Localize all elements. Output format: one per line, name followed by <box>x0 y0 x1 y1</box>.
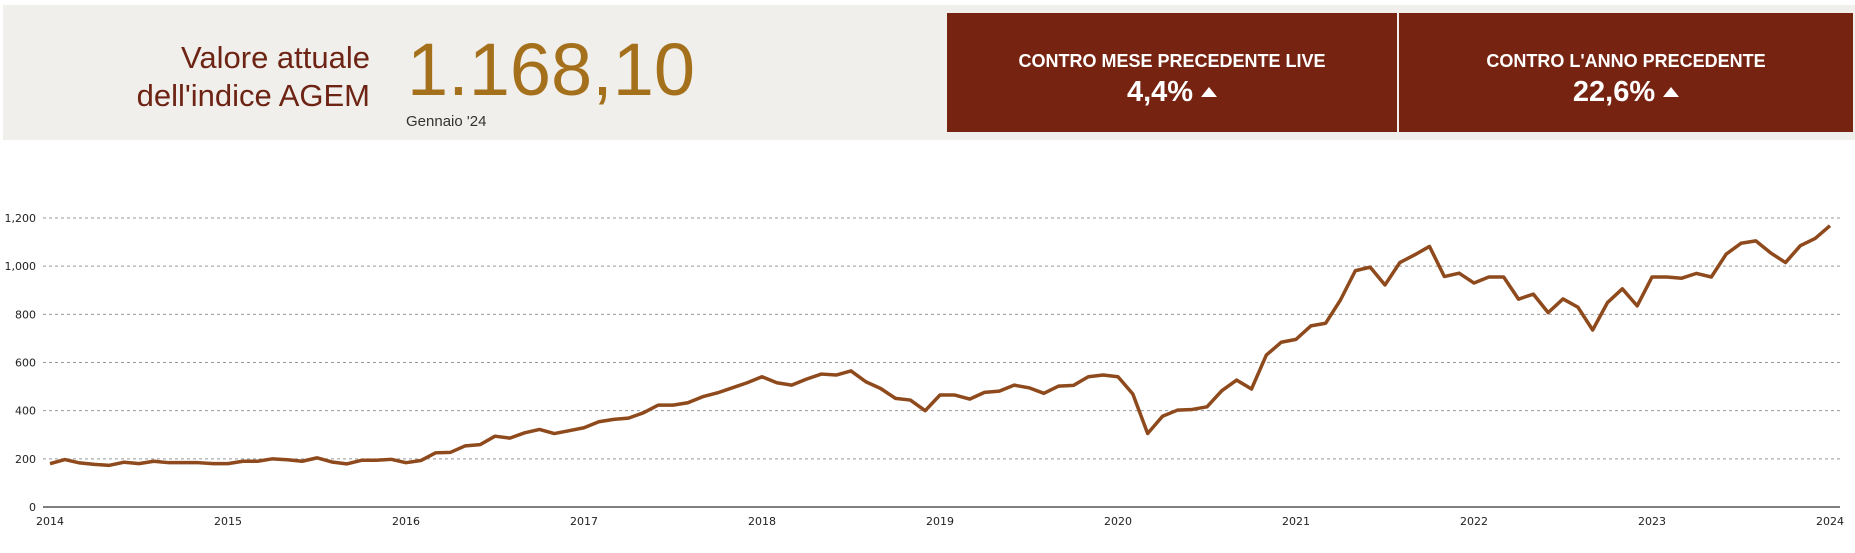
title-line-2: dell'indice AGEM <box>136 78 370 113</box>
x-tick-label: 2015 <box>214 515 242 528</box>
x-tick-label: 2021 <box>1282 515 1310 528</box>
x-tick-label: 2014 <box>36 515 64 528</box>
x-tick-label: 2017 <box>570 515 598 528</box>
period-label: Gennaio '24 <box>406 113 487 130</box>
x-tick-label: 2016 <box>392 515 420 528</box>
kpi-month-label: CONTRO MESE PRECEDENTE LIVE <box>1018 51 1326 71</box>
kpi-year: CONTRO L'ANNO PRECEDENTE 22,6% <box>1399 13 1853 132</box>
y-tick-label: 1,200 <box>5 212 37 225</box>
index-title: Valore attuale dell'indice AGEM <box>137 39 370 115</box>
x-tick-label: 2024 <box>1816 515 1844 528</box>
x-tick-label: 2020 <box>1104 515 1132 528</box>
x-tick-label: 2023 <box>1638 515 1666 528</box>
x-tick-label: 2018 <box>748 515 776 528</box>
kpi-month: CONTRO MESE PRECEDENTE LIVE 4,4% <box>947 13 1397 132</box>
x-tick-label: 2019 <box>926 515 954 528</box>
kpi-month-value-wrap: 4,4% <box>947 76 1397 109</box>
triangle-up-icon <box>1663 87 1680 97</box>
y-tick-label: 600 <box>15 357 36 370</box>
current-value: 1.168,10 <box>407 28 696 111</box>
y-tick-label: 400 <box>15 405 36 418</box>
series-line-agem <box>49 224 1832 468</box>
kpi-month-value: 4,4% <box>1126 76 1194 108</box>
kpi-year-value-wrap: 22,6% <box>1399 76 1853 109</box>
x-tick-label: 2022 <box>1460 515 1488 528</box>
y-tick-label: 200 <box>15 453 36 466</box>
title-line-1: Valore attuale <box>181 40 370 75</box>
kpi-year-value: 22,6% <box>1572 76 1656 108</box>
y-tick-label: 1,000 <box>5 260 37 273</box>
kpi-year-label: CONTRO L'ANNO PRECEDENTE <box>1486 51 1766 71</box>
y-tick-label: 0 <box>29 501 36 514</box>
triangle-up-icon <box>1201 87 1218 97</box>
y-tick-label: 800 <box>15 308 36 321</box>
